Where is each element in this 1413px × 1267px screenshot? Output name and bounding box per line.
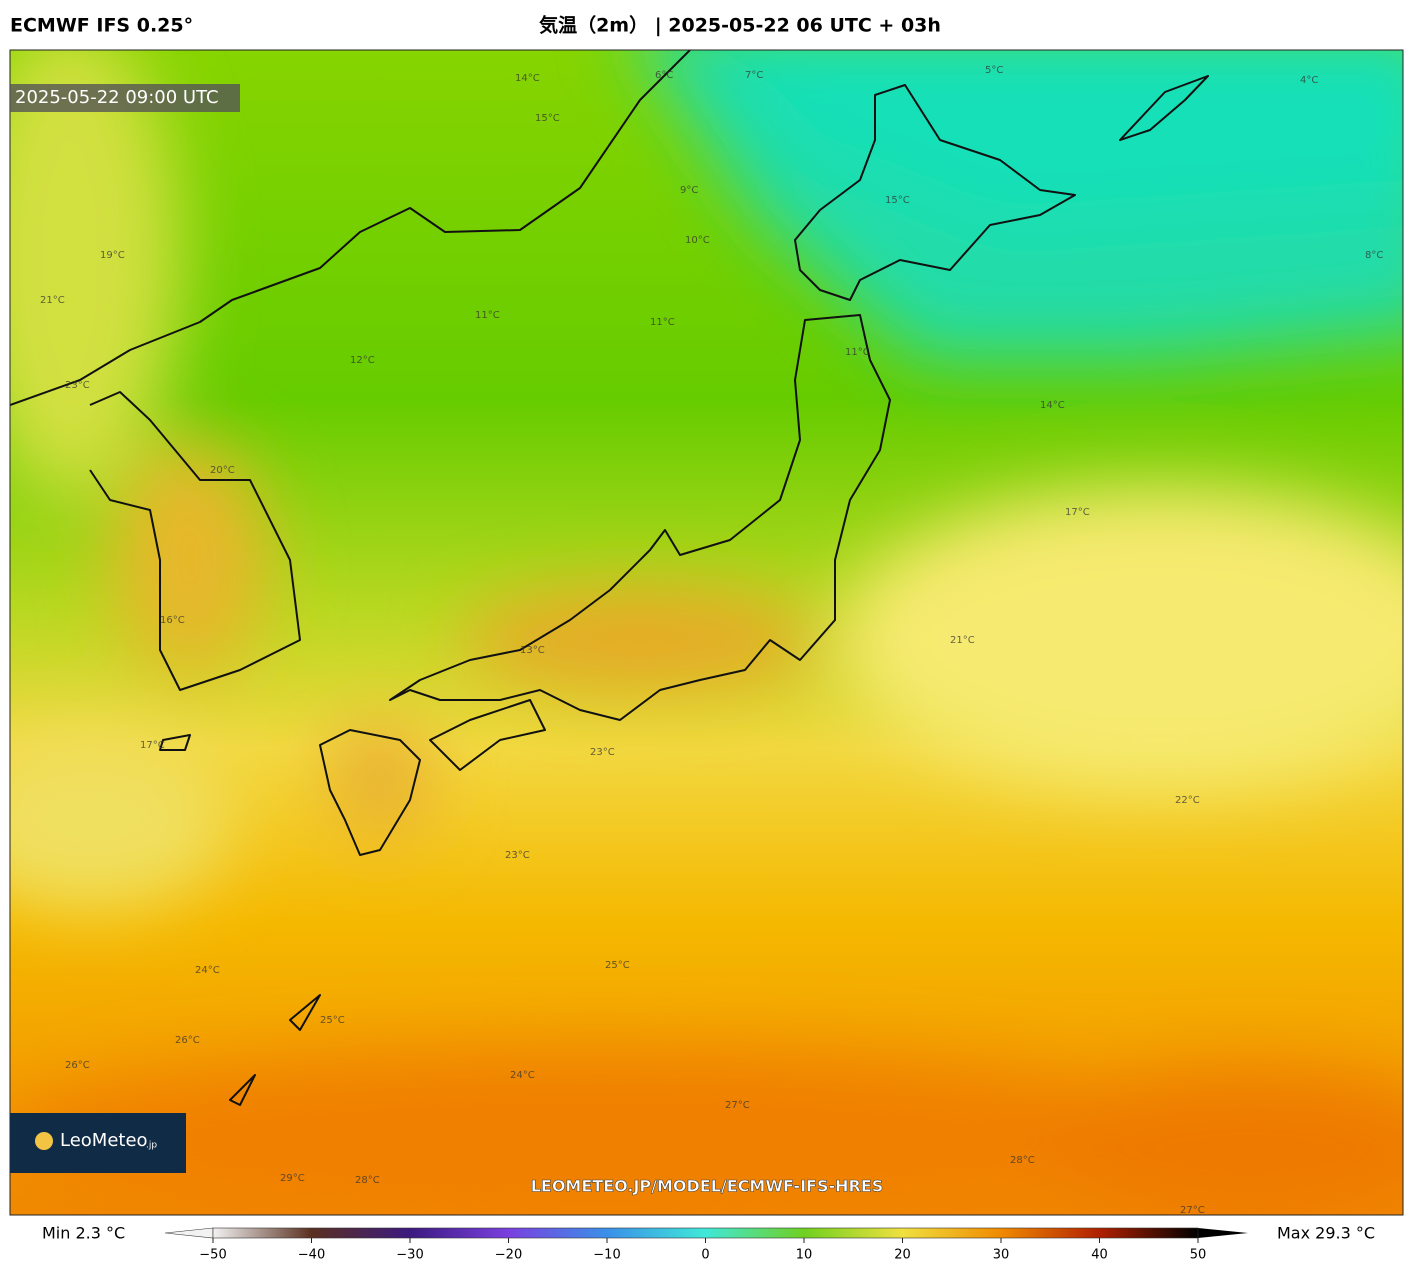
colorbar-tick-label: 30 bbox=[993, 1248, 1010, 1263]
valid-time: 2025-05-22 09:00 UTC bbox=[15, 87, 219, 108]
contour-label: 25°C bbox=[605, 960, 630, 971]
contour-label: 29°C bbox=[280, 1173, 305, 1184]
contour-label: 23°C bbox=[505, 850, 530, 861]
colorbar-tick-label: 0 bbox=[701, 1248, 709, 1263]
contour-label: 23°C bbox=[65, 380, 90, 391]
colorbar-low-extend bbox=[164, 1227, 214, 1239]
colorbar-tick-label: −50 bbox=[199, 1248, 226, 1263]
colorbar: −50 −40 −30 −20 −10 0 10 20 30 40 50 bbox=[164, 1227, 1248, 1263]
logo-sun bbox=[35, 1132, 53, 1150]
contour-label: 21°C bbox=[950, 635, 975, 646]
map: 14°C 15°C 19°C 6°C 7°C 5°C 4°C 9°C 10°C 11°C 11°C 1… bbox=[10, 50, 1403, 1216]
contour-label: 19°C bbox=[100, 250, 125, 261]
contour-label: 17°C bbox=[1065, 507, 1090, 518]
contour-label: 6°C bbox=[655, 70, 673, 81]
colorbar-tick-label: −40 bbox=[298, 1248, 325, 1263]
colorbar-high-extend bbox=[1198, 1228, 1248, 1238]
contour-label: 4°C bbox=[1300, 75, 1318, 86]
contour-label: 26°C bbox=[175, 1035, 200, 1046]
colorbar-bar bbox=[212, 1227, 1199, 1239]
contour-label: 16°C bbox=[160, 615, 185, 626]
contour-label: 21°C bbox=[40, 295, 65, 306]
contour-label: 24°C bbox=[510, 1070, 535, 1081]
colorbar-tick-label: 20 bbox=[894, 1248, 911, 1263]
temperature-shading bbox=[10, 50, 1403, 1215]
contour-label: 15°C bbox=[535, 113, 560, 124]
logo-suffix: .jp bbox=[146, 1141, 157, 1151]
contour-label: 20°C bbox=[210, 465, 235, 476]
contour-label: 14°C bbox=[515, 73, 540, 84]
colorbar-tick-label: 10 bbox=[796, 1248, 813, 1263]
contour-label: 25°C bbox=[320, 1015, 345, 1026]
contour-label: 9°C bbox=[680, 185, 698, 196]
contour-label: 23°C bbox=[590, 747, 615, 758]
contour-label: 13°C bbox=[520, 645, 545, 656]
coastlines bbox=[10, 50, 1209, 1106]
contour-label: 8°C bbox=[1365, 250, 1383, 261]
max-label: Max 29.3 °C bbox=[1277, 1224, 1375, 1243]
contour-label: 27°C bbox=[725, 1100, 750, 1111]
contour-label: 15°C bbox=[885, 195, 910, 206]
time-box bbox=[10, 84, 240, 112]
colorbar-tick-label: −20 bbox=[495, 1248, 522, 1263]
contour-label: 5°C bbox=[985, 65, 1003, 76]
contour-label: 17°C bbox=[140, 740, 165, 751]
map-title: 気温（2m） | 2025-05-22 06 UTC + 03h bbox=[539, 14, 941, 37]
colorbar-tick-label: 40 bbox=[1091, 1248, 1108, 1263]
contour-label: 7°C bbox=[745, 70, 763, 81]
contour-label: 11°C bbox=[475, 310, 500, 321]
model-name: ECMWF IFS 0.25° bbox=[10, 15, 193, 37]
contour-label: 10°C bbox=[685, 235, 710, 246]
colorbar-tick-label: 50 bbox=[1190, 1248, 1207, 1263]
contour-label: 11°C bbox=[650, 317, 675, 328]
logo-name: LeoMeteo bbox=[60, 1130, 148, 1151]
contour-label: 28°C bbox=[1010, 1155, 1035, 1166]
contour-label: 27°C bbox=[1180, 1205, 1205, 1216]
map-frame bbox=[9, 49, 1404, 1216]
colorbar-tick-label: −10 bbox=[593, 1248, 620, 1263]
watermark: LEOMETEO.JP/MODEL/ECMWF-IFS-HRES bbox=[531, 1177, 884, 1196]
contour-label: 12°C bbox=[350, 355, 375, 366]
colorbar-tick-label: −30 bbox=[396, 1248, 423, 1263]
contour-label: 14°C bbox=[1040, 400, 1065, 411]
contour-label: 11°C bbox=[845, 347, 870, 358]
contour-label: 26°C bbox=[65, 1060, 90, 1071]
contour-label: 22°C bbox=[1175, 795, 1200, 806]
min-label: Min 2.3 °C bbox=[42, 1224, 125, 1243]
contour-label: 24°C bbox=[195, 965, 220, 976]
contour-label: 28°C bbox=[355, 1175, 380, 1186]
contour-labels: 14°C 15°C 19°C 6°C 7°C 5°C 4°C 9°C 10°C 11°C 11°C 1… bbox=[40, 65, 1383, 1216]
